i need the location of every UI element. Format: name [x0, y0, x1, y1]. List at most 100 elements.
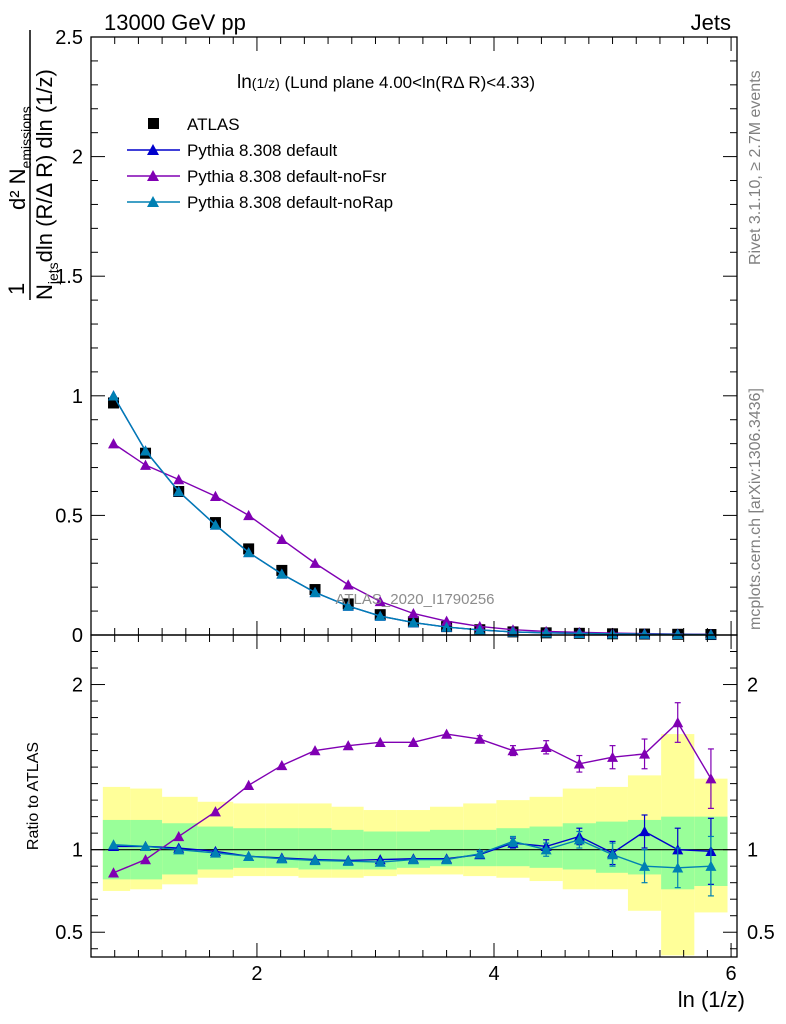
- ratio-ytick-label: 1: [72, 840, 83, 862]
- ratio-point-noRap: [639, 860, 651, 871]
- legend-label-atlas: ATLAS: [187, 115, 240, 134]
- point-noFsr: [140, 459, 152, 470]
- atlas-data-point: [108, 397, 120, 409]
- ratio-point-noRap: [540, 844, 552, 855]
- ratio-point-noRap: [705, 860, 717, 871]
- ratio-point-noRap: [309, 854, 321, 866]
- main-ytick-label: 2: [72, 147, 83, 169]
- ratio-point-noRap: [209, 847, 221, 858]
- point-noFsr: [209, 490, 221, 501]
- ratio-point-default: [639, 826, 651, 837]
- ylabel-jets-sub: jets: [45, 262, 61, 285]
- point-noRap: [407, 617, 419, 628]
- ylabel-denominator: Njetsdln (R/Δ R) dln (1/z): [32, 69, 61, 300]
- point-noRap: [309, 586, 321, 598]
- point-noRap: [209, 519, 221, 530]
- point-noRap: [507, 626, 519, 637]
- ratio-ytick-label: 2: [72, 675, 83, 697]
- point-noRap: [108, 390, 120, 401]
- point-noRap: [705, 629, 717, 640]
- xlabel: ln (1/z): [678, 987, 745, 1012]
- legend-marker-atlas: [148, 118, 159, 129]
- point-noFsr: [276, 533, 288, 544]
- ratio-point-noRap: [342, 855, 354, 866]
- legend-marker-norap: [147, 196, 159, 207]
- ratio-point-noFsr: [140, 854, 152, 865]
- band-inner: [463, 829, 497, 867]
- ylabel-dln: dln (R/Δ R) dln (1/z): [32, 69, 57, 262]
- ratio-frame: [90, 634, 738, 958]
- ratio-point-noRap: [276, 853, 288, 864]
- band-inner: [233, 828, 266, 868]
- point-noFsr: [173, 474, 185, 485]
- ratio-plot-marks: [91, 702, 737, 897]
- ratio-point-noFsr: [407, 736, 419, 748]
- point-noRap: [342, 600, 354, 611]
- point-noFsr: [441, 615, 453, 626]
- ratio-point-noFsr: [639, 748, 651, 759]
- ratio-uncertainty-bands: [102, 734, 728, 956]
- legend-label-norap: Pythia 8.308 default-noRap: [187, 193, 393, 212]
- ratio-point-noRap: [573, 834, 585, 845]
- ylabel-em-sub: emissions: [18, 106, 34, 168]
- point-noRap: [243, 546, 255, 558]
- point-noRap: [374, 610, 386, 621]
- ratio-point-noRap: [507, 835, 519, 847]
- ratio-point-noFsr: [540, 741, 552, 752]
- point-noFsr: [309, 557, 321, 568]
- axes: 0 0.5 1 1.5 2 2.5 2 4 6 0.5 0.5 1 1 2 2: [55, 27, 775, 985]
- point-noRap: [441, 621, 453, 632]
- ratio-point-noFsr: [474, 733, 486, 744]
- ratio-point-noFsr: [672, 717, 684, 728]
- point-noFsr: [407, 607, 419, 619]
- ylabel-one: 1: [4, 283, 29, 295]
- title-rest: (Lund plane 4.00<ln(RΔ R)<4.33): [280, 73, 535, 92]
- ratio-point-noRap: [474, 848, 486, 859]
- ratio-point-noFsr: [507, 745, 519, 756]
- ratio-ytick-label-right: 1: [747, 840, 758, 862]
- ylabel-d2: d² N: [5, 168, 30, 210]
- legend-marker-default: [147, 144, 159, 155]
- xtick-label: 6: [726, 963, 737, 985]
- header-right: Jets: [691, 10, 731, 35]
- ratio-point-noFsr: [441, 728, 453, 739]
- point-noFsr: [243, 509, 255, 521]
- point-noRap: [474, 624, 486, 635]
- ratio-point-noFsr: [243, 779, 255, 790]
- main-ytick-label: 0: [72, 625, 83, 647]
- mcplots-label: mcplots.cern.ch [arXiv:1306.3436]: [747, 388, 764, 630]
- ylabel-N: N: [32, 284, 57, 300]
- legend-label-default: Pythia 8.308 default: [187, 141, 338, 160]
- ratio-point-noFsr: [342, 740, 354, 751]
- xtick-label: 2: [251, 963, 262, 985]
- ratio-point-noRap: [607, 849, 619, 860]
- legend-label-nofsr: Pythia 8.308 default-noFsr: [187, 167, 387, 186]
- ratio-point-noFsr: [209, 806, 221, 817]
- legend: ATLAS Pythia 8.308 default Pythia 8.308 …: [127, 115, 393, 212]
- legend-marker-nofsr: [147, 170, 159, 181]
- main-ytick-label: 1.5: [55, 266, 83, 288]
- ratio-point-noRap: [173, 844, 185, 855]
- main-ytick-label: 1: [72, 386, 83, 408]
- ratio-point-noFsr: [173, 830, 185, 842]
- watermark: ATLAS_2020_I1790256: [335, 591, 494, 608]
- point-noFsr: [108, 438, 120, 449]
- plot-title: ln(1/z) (Lund plane 4.00<ln(RΔ R)<4.33): [237, 72, 535, 93]
- ylabel-numerator: d² Nemissions: [5, 106, 34, 210]
- point-noRap: [140, 445, 152, 456]
- header-left: 13000 GeV pp: [104, 10, 246, 35]
- main-ylabel: 1 Njetsdln (R/Δ R) dln (1/z) d² Nemissio…: [4, 30, 61, 300]
- ratio-point-noRap: [374, 856, 386, 867]
- ratio-point-noRap: [108, 839, 120, 850]
- ratio-ylabel: Ratio to ATLAS: [25, 742, 42, 850]
- ratio-point-noFsr: [705, 773, 717, 784]
- point-noFsr: [342, 579, 354, 590]
- ratio-point-noFsr: [108, 867, 120, 878]
- rivet-label: Rivet 3.1.10, ≥ 2.7M events: [747, 70, 764, 265]
- point-noRap: [639, 628, 651, 639]
- xtick-label: 4: [488, 963, 499, 985]
- ratio-ytick-label-right: 0.5: [747, 922, 775, 944]
- ratio-point-noFsr: [573, 758, 585, 769]
- ratio-point-noRap: [672, 862, 684, 873]
